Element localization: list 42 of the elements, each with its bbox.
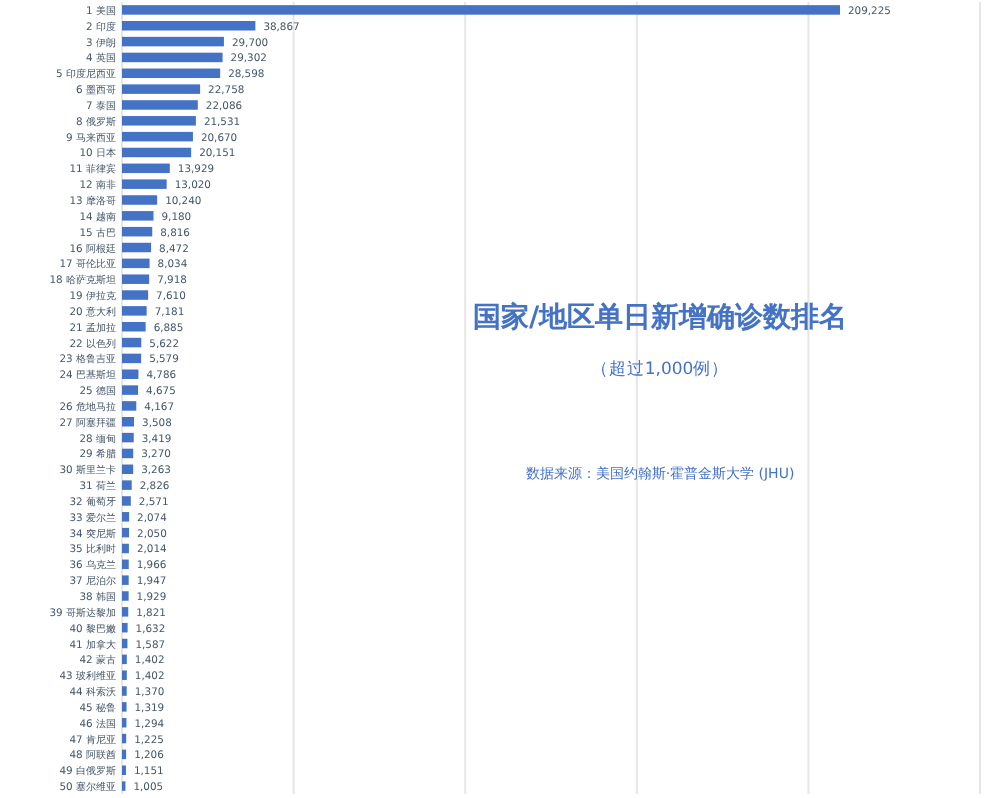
- bar: [122, 116, 196, 126]
- bar: [122, 575, 129, 585]
- bar: [122, 52, 223, 63]
- bar: [122, 306, 147, 316]
- bar: [122, 242, 152, 253]
- bar: [122, 179, 167, 189]
- bar: [122, 68, 221, 79]
- bar: [122, 147, 192, 158]
- bar: [122, 417, 135, 427]
- bar: [122, 401, 137, 411]
- text: （超过1,000例）: [590, 358, 730, 380]
- bar: [122, 5, 840, 15]
- bar: [122, 543, 129, 554]
- bar: [122, 36, 224, 47]
- bar: [122, 432, 134, 443]
- bar: [122, 496, 131, 506]
- bar: [122, 195, 158, 205]
- bar: [122, 448, 134, 459]
- bar: [122, 211, 154, 221]
- bar: [122, 385, 139, 395]
- bar: [122, 226, 153, 237]
- bar: [122, 290, 149, 300]
- bar: [122, 100, 198, 110]
- bar: [122, 274, 150, 284]
- bar: [122, 591, 129, 601]
- bar: [122, 84, 201, 94]
- bar: [122, 353, 142, 364]
- bar: [122, 21, 256, 31]
- bar: [122, 369, 139, 379]
- bar: [122, 163, 170, 174]
- bar: [122, 607, 129, 617]
- bar: [122, 464, 134, 475]
- bar: [122, 337, 142, 348]
- text: 国家/地区单日新增确诊数排名: [472, 300, 848, 334]
- bar: [122, 258, 150, 269]
- bar: [122, 527, 130, 538]
- bar: [122, 321, 146, 332]
- bar: [122, 131, 193, 142]
- bar: [122, 512, 130, 522]
- bar: [122, 622, 128, 633]
- bar: [122, 480, 132, 490]
- bar: [122, 559, 129, 570]
